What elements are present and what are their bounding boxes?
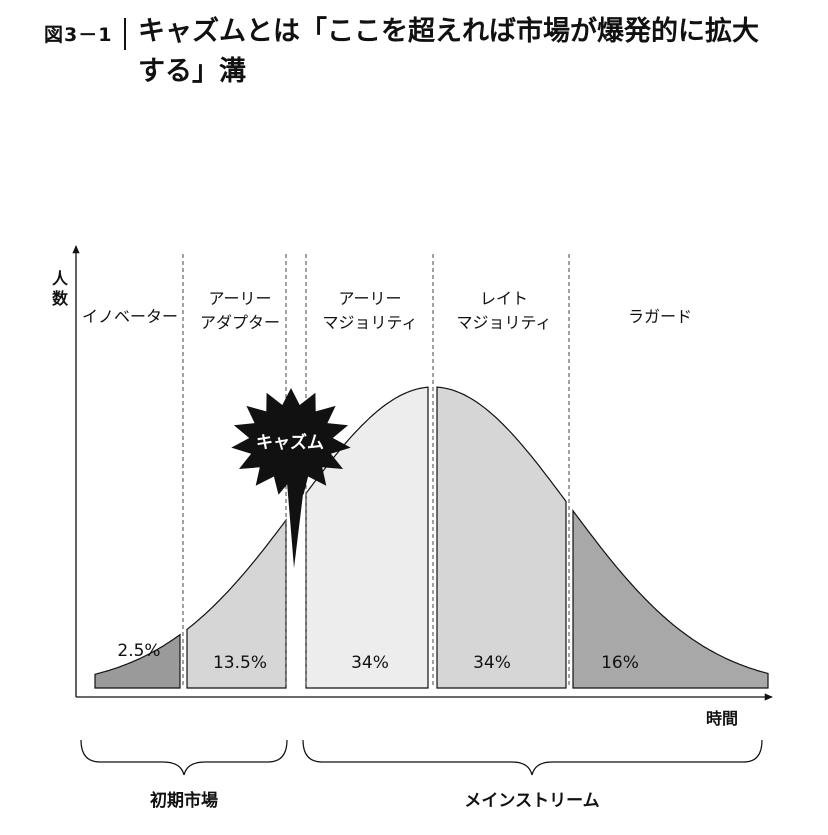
segment-area-4 xyxy=(436,386,567,689)
market-brackets: 初期市場 メインストリーム xyxy=(80,739,763,811)
percent-label-5: 16% xyxy=(601,653,639,673)
percent-labels: 2.5% 13.5% 34% 34% 16% xyxy=(117,641,639,673)
x-axis-label: 時間 xyxy=(706,709,738,728)
y-axis-label-line2: 数 xyxy=(52,289,69,308)
segment-label-5: ラガード xyxy=(628,307,692,326)
y-axis-label-line1: 人 xyxy=(52,269,69,288)
segment-label-4: レイトマジョリティ xyxy=(456,289,551,332)
bracket-early-market xyxy=(80,739,288,776)
chasm-label: キャズム xyxy=(256,432,324,453)
chasm-star-shape xyxy=(231,388,351,495)
segment-label-1: イノベーター xyxy=(82,307,178,326)
chasm-spike xyxy=(286,470,306,568)
curve-segments xyxy=(94,386,769,689)
figure-title: キャズムとは「ここを超えれば市場が爆発的に拡大する」溝 xyxy=(138,16,759,87)
percent-label-3: 34% xyxy=(351,653,389,673)
bracket-label-mainstream: メインストリーム xyxy=(464,791,599,811)
chasm-burst: キャズム xyxy=(231,388,351,568)
segment-label-2: アーリーアダプター xyxy=(200,289,280,332)
header-divider xyxy=(124,18,126,50)
figure-label: 図3－1 xyxy=(44,24,113,46)
segment-label-3: アーリーマジョリティ xyxy=(322,289,417,332)
bracket-label-early-market: 初期市場 xyxy=(150,790,218,811)
percent-label-4: 34% xyxy=(473,653,511,673)
percent-label-1: 2.5% xyxy=(117,641,160,661)
segment-area-5 xyxy=(572,508,769,689)
percent-label-2: 13.5% xyxy=(213,653,267,673)
segment-area-2 xyxy=(186,518,287,689)
bracket-mainstream xyxy=(302,739,763,776)
segment-area-1 xyxy=(94,633,181,689)
